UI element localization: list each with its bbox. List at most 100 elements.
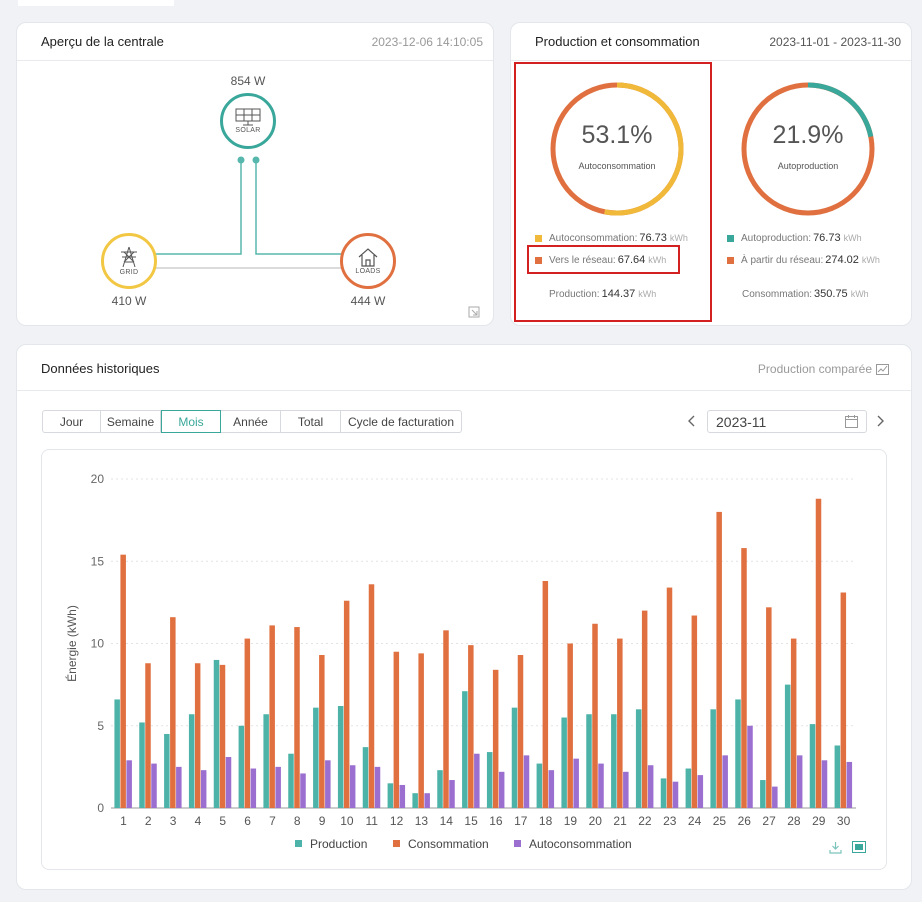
- legend-value: 76.73: [639, 232, 667, 244]
- bar-consommation: [766, 607, 772, 808]
- x-tick-label: 25: [713, 814, 727, 828]
- expand-icon[interactable]: [468, 306, 480, 318]
- bar-consommation: [418, 653, 424, 808]
- legend-partir-reseau: À partir du réseau: 274.02 kWh: [727, 254, 880, 266]
- x-tick-label: 3: [170, 814, 177, 828]
- x-tick-label: 30: [837, 814, 851, 828]
- bar-production: [238, 725, 245, 808]
- bar-autoconsommation: [176, 766, 182, 808]
- bar-consommation: [294, 627, 300, 808]
- bar-consommation: [443, 630, 449, 808]
- bar-consommation: [617, 638, 623, 808]
- legend-value: 274.02: [825, 254, 859, 266]
- bar-autoconsommation: [772, 786, 778, 808]
- legend-value: 76.73: [813, 232, 841, 244]
- production-total: Production: 144.37 kWh: [549, 288, 656, 300]
- bar-consommation: [219, 664, 226, 808]
- bar-autoconsommation: [523, 755, 530, 808]
- tab-semaine[interactable]: Semaine: [101, 411, 161, 432]
- bar-consommation: [269, 625, 275, 808]
- x-tick-label: 9: [319, 814, 326, 828]
- bar-production: [611, 714, 617, 808]
- solar-node[interactable]: SOLAR: [220, 93, 276, 149]
- loads-node[interactable]: LOADS: [340, 233, 396, 289]
- bar-production: [288, 753, 294, 808]
- x-tick-label: 18: [539, 814, 553, 828]
- x-tick-label: 27: [762, 814, 776, 828]
- legend-unit: kWh: [669, 233, 688, 243]
- autoconsommation-percent: 53.1%: [581, 121, 653, 149]
- bar-autoconsommation: [151, 763, 157, 808]
- compare-link[interactable]: Production comparée: [758, 362, 889, 376]
- overview-timestamp: 2023-12-06 14:10:05: [371, 35, 483, 49]
- bar-autoconsommation: [623, 771, 629, 808]
- bar-consommation: [691, 615, 698, 808]
- table-view-icon[interactable]: [852, 841, 866, 853]
- bar-consommation: [815, 498, 822, 808]
- x-tick-label: 5: [219, 814, 226, 828]
- bar-autoconsommation: [598, 763, 604, 808]
- bar-consommation: [492, 669, 499, 808]
- total-label: Production:: [549, 288, 600, 300]
- legend-value: 67.64: [617, 254, 646, 266]
- bar-consommation: [641, 610, 648, 808]
- legend-unit: kWh: [861, 255, 880, 265]
- legend-label-consommation: Consommation: [408, 837, 489, 851]
- legend-swatch: [727, 256, 734, 264]
- tab-cycle-facturation[interactable]: Cycle de facturation: [347, 414, 455, 429]
- bar-consommation: [468, 645, 474, 808]
- chart-compare-icon: [876, 363, 889, 375]
- legend-swatch: [535, 234, 542, 242]
- grid-tower-icon: [121, 246, 137, 268]
- total-unit: kWh: [850, 289, 869, 299]
- bar-consommation: [319, 655, 325, 808]
- solar-label: SOLAR: [235, 127, 261, 134]
- solar-power: 854 W: [230, 74, 266, 88]
- legend-autoconsommation: Autoconsommation: 76.73 kWh: [535, 232, 688, 244]
- grid-node[interactable]: GRID: [101, 233, 157, 289]
- bar-production: [263, 714, 269, 808]
- compare-label: Production comparée: [757, 362, 872, 376]
- bar-consommation: [567, 643, 573, 808]
- bar-production: [114, 699, 120, 808]
- tab-total[interactable]: Total: [281, 411, 341, 432]
- x-tick-label: 16: [489, 814, 503, 828]
- download-icon[interactable]: [829, 841, 842, 854]
- prodcons-card: Production et consommation 2023-11-01 - …: [510, 22, 912, 326]
- bar-production: [586, 714, 592, 808]
- x-tick-label: 8: [294, 814, 301, 828]
- bar-autoconsommation: [126, 760, 132, 808]
- x-tick-label: 12: [390, 814, 404, 828]
- grid-label: GRID: [119, 269, 139, 276]
- chevron-right-icon[interactable]: [874, 414, 886, 428]
- legend-swatch-autoconsommation: [514, 840, 521, 847]
- x-tick-label: 24: [688, 814, 702, 828]
- legend-swatch: [727, 234, 734, 242]
- tab-jour[interactable]: Jour: [43, 411, 101, 432]
- total-value: 350.75: [814, 288, 848, 300]
- month-picker[interactable]: 2023-11: [707, 410, 867, 433]
- bar-autoconsommation: [225, 757, 232, 808]
- legend-unit: kWh: [843, 233, 862, 243]
- highlight-box: [514, 62, 712, 322]
- top-tab[interactable]: [18, 0, 174, 6]
- bar-consommation: [741, 548, 747, 808]
- bar-production: [710, 709, 716, 808]
- bar-autoconsommation: [747, 725, 753, 808]
- total-label: Consommation:: [742, 288, 813, 300]
- bar-production: [735, 699, 741, 808]
- bar-autoconsommation: [275, 766, 281, 808]
- month-value: 2023-11: [716, 413, 767, 430]
- bar-consommation: [368, 584, 375, 808]
- tab-annee[interactable]: Année: [221, 411, 281, 432]
- y-tick-label: 20: [91, 472, 105, 486]
- bar-autoconsommation: [821, 760, 828, 808]
- x-tick-label: 28: [787, 814, 801, 828]
- legend-swatch-consommation: [393, 840, 400, 847]
- bar-autoconsommation: [548, 770, 555, 808]
- tab-mois[interactable]: Mois: [161, 410, 221, 433]
- bar-autoconsommation: [474, 753, 480, 808]
- bar-autoconsommation: [250, 768, 257, 808]
- bar-consommation: [120, 554, 126, 808]
- chevron-left-icon[interactable]: [686, 414, 698, 428]
